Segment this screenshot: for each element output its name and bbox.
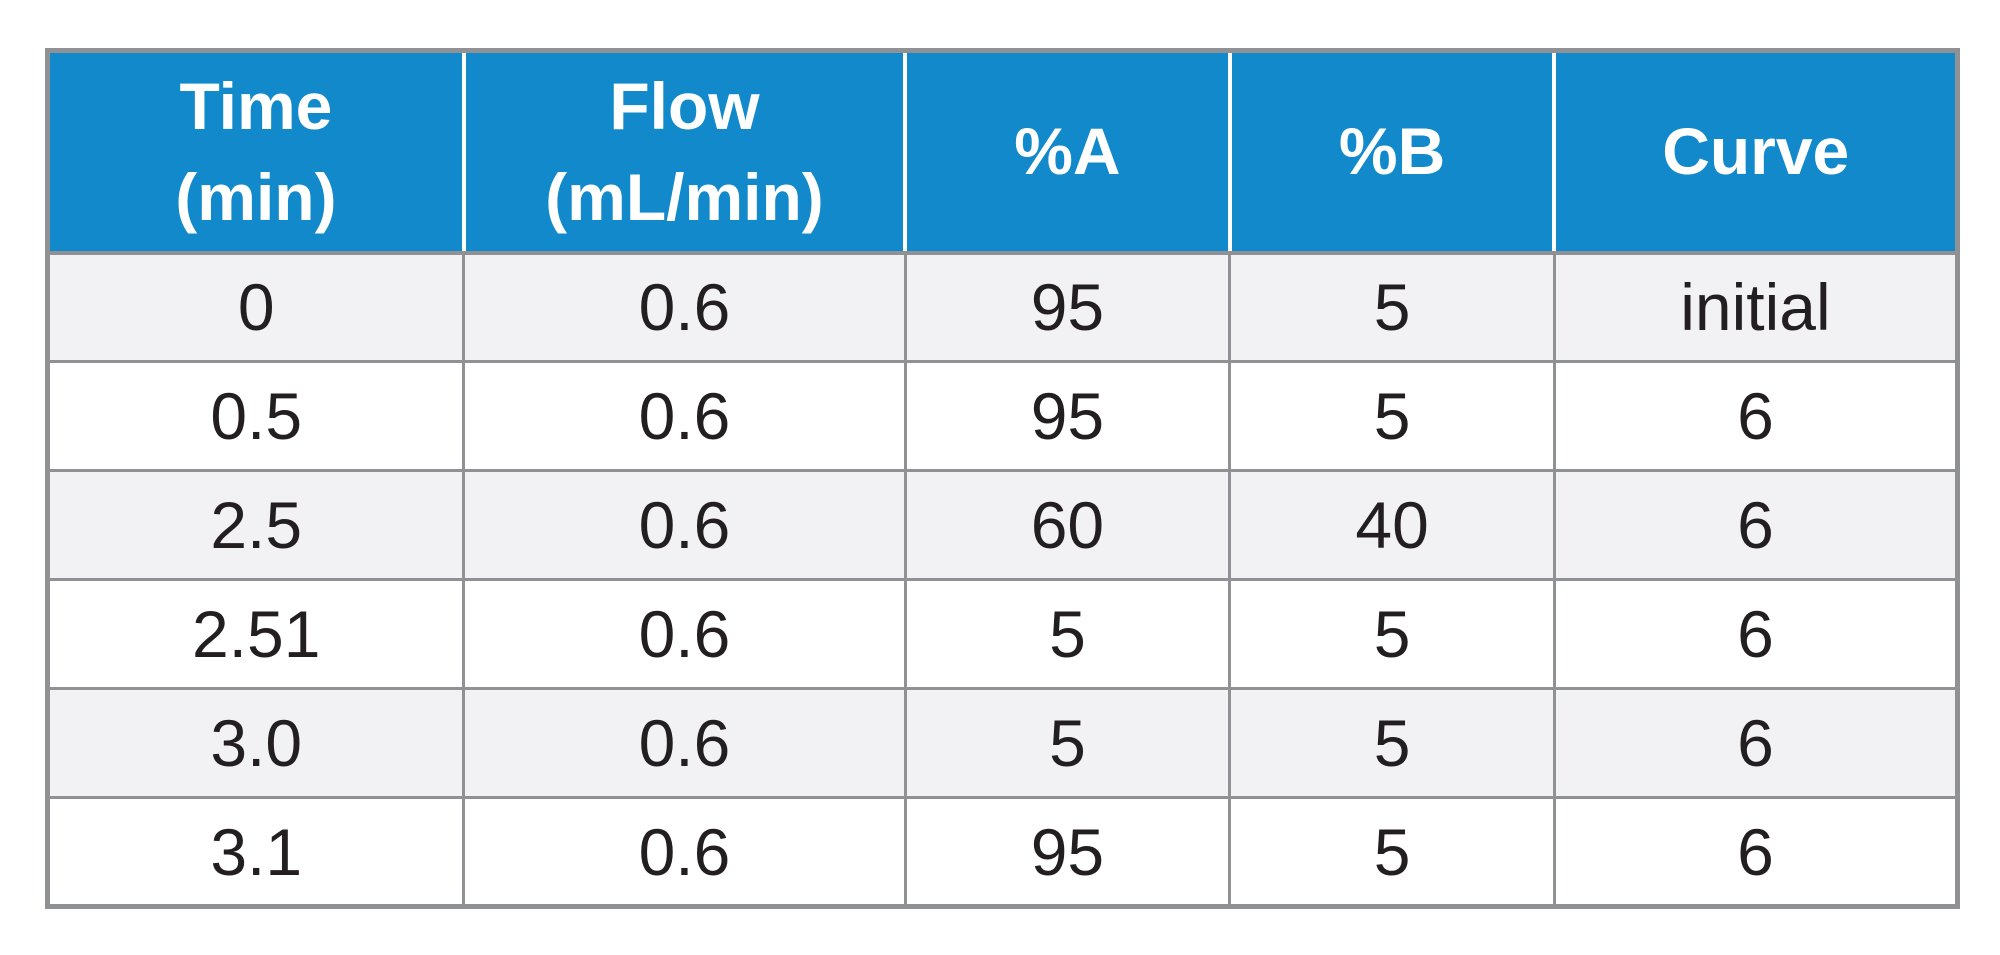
- column-header-flow: Flow (mL/min): [461, 50, 906, 255]
- table-cell: initial: [1552, 251, 1960, 363]
- table-cell: 5: [1228, 687, 1556, 799]
- column-header-pct-b: %B: [1227, 50, 1555, 255]
- gradient-method-table: Time (min) Flow (mL/min) %A %B Curve 0 0…: [44, 48, 1960, 909]
- table-cell: 0.6: [462, 360, 907, 472]
- table-cell: 0.6: [462, 796, 907, 908]
- column-header-time: Time (min): [44, 50, 464, 255]
- table-cell: 5: [1228, 578, 1556, 690]
- table-cell: 6: [1552, 687, 1960, 799]
- column-header-pct-a: %A: [903, 50, 1230, 255]
- table-cell: 5: [903, 687, 1232, 799]
- table-row: 0 0.6 95 5 initial: [45, 251, 1960, 363]
- table-cell: 95: [903, 360, 1232, 472]
- table-cell: 6: [1552, 469, 1960, 581]
- table-cell: 6: [1552, 360, 1960, 472]
- table-cell: 60: [903, 469, 1232, 581]
- table-header: Time (min) Flow (mL/min) %A %B Curve: [44, 50, 1958, 255]
- table-cell: 0: [45, 251, 466, 363]
- table-cell: 3.0: [45, 687, 466, 799]
- table-cell: 6: [1552, 578, 1960, 690]
- table-row: 3.0 0.6 5 5 6: [45, 687, 1960, 799]
- table-cell: 5: [903, 578, 1232, 690]
- table-cell: 0.6: [462, 469, 907, 581]
- table-cell: 40: [1228, 469, 1556, 581]
- table-cell: 0.6: [462, 687, 907, 799]
- table-cell: 0.5: [45, 360, 466, 472]
- table-cell: 0.6: [462, 251, 907, 363]
- table-cell: 2.51: [45, 578, 466, 690]
- table-cell: 5: [1228, 360, 1556, 472]
- table-cell: 3.1: [45, 796, 466, 908]
- column-header-curve: Curve: [1552, 50, 1958, 255]
- table-row: 3.1 0.6 95 5 6: [45, 796, 1960, 908]
- header-row: Time (min) Flow (mL/min) %A %B Curve: [44, 50, 1958, 255]
- table-row: 2.51 0.6 5 5 6: [45, 578, 1960, 690]
- table-cell: 5: [1228, 251, 1556, 363]
- gradient-table-container: Time (min) Flow (mL/min) %A %B Curve 0 0…: [44, 48, 1960, 909]
- table-cell: 2.5: [45, 469, 466, 581]
- table-cell: 95: [903, 796, 1232, 908]
- table-cell: 5: [1228, 796, 1556, 908]
- table-row: 0.5 0.6 95 5 6: [45, 360, 1960, 472]
- table-cell: 0.6: [462, 578, 907, 690]
- table-cell: 95: [903, 251, 1232, 363]
- table-cell: 6: [1552, 796, 1960, 908]
- table-row: 2.5 0.6 60 40 6: [45, 469, 1960, 581]
- table-body: 0 0.6 95 5 initial 0.5 0.6 95 5 6 2.5 0.…: [45, 251, 1960, 908]
